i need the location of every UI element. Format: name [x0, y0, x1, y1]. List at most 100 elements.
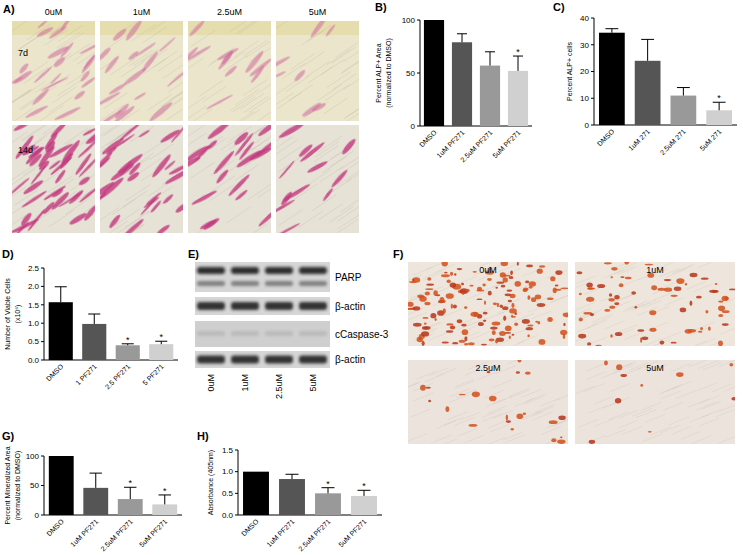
fiber: [464, 435, 484, 443]
alp-stain: [278, 160, 295, 179]
mineral-stain: [511, 303, 514, 308]
fiber: [336, 41, 359, 57]
mineral-stain: [408, 308, 414, 310]
fiber: [701, 409, 721, 417]
micrograph: [276, 125, 359, 233]
alp-stain: [276, 222, 300, 233]
micrograph-background: [276, 125, 359, 233]
mineral-stain: [690, 273, 698, 277]
fiber: [227, 207, 251, 223]
bar: [635, 61, 661, 125]
alp-stain: [59, 41, 75, 58]
alp-stain: [188, 21, 206, 37]
significance: *: [126, 335, 130, 345]
image-label: 5uM: [646, 363, 664, 373]
alp-stain: [37, 21, 48, 29]
fiber: [143, 27, 167, 43]
alp-stain: [276, 199, 296, 217]
fiber: [716, 409, 735, 417]
mineral-stain: [450, 282, 457, 287]
fiber: [276, 21, 289, 36]
mineral-stain: [657, 288, 665, 291]
y-tick-label: 100: [402, 16, 416, 25]
x-tick-label: 2.5uM PF271: [99, 518, 134, 553]
panel-label: H): [197, 430, 209, 442]
mineral-stain: [547, 297, 554, 300]
fiber: [428, 332, 448, 340]
alp-stain: [164, 160, 176, 171]
panel-label: C): [553, 1, 565, 13]
mineral-stain: [640, 384, 643, 387]
bar: [152, 504, 177, 515]
fiber: [654, 292, 674, 300]
fiber: [277, 93, 301, 109]
mineral-stain: [516, 413, 523, 419]
error-bar: [605, 29, 618, 33]
mineral-stain: [523, 413, 526, 415]
error-bar: [124, 487, 136, 499]
blot-band: [197, 356, 225, 364]
mineral-stain: [670, 342, 676, 344]
mineral-stain: [476, 298, 482, 300]
blot-band: [231, 356, 259, 364]
fiber: [617, 267, 637, 275]
mineral-stain: [718, 306, 725, 312]
fiber: [57, 80, 81, 96]
fiber: [255, 79, 271, 95]
fiber: [443, 309, 463, 317]
fiber: [424, 374, 444, 382]
fiber: [672, 381, 692, 389]
fiber: [692, 436, 712, 444]
alp-stain: [103, 54, 120, 74]
fiber: [501, 299, 521, 307]
fiber: [188, 125, 208, 139]
mineral-stain: [595, 345, 601, 346]
micrograph-tint: [12, 21, 95, 35]
mineral-stain: [440, 297, 445, 303]
bar: [351, 496, 377, 515]
fiber: [584, 384, 604, 392]
mineral-stain: [493, 302, 497, 305]
blot-band: [265, 267, 293, 274]
stain-image: [575, 262, 735, 346]
mineral-stain: [423, 327, 428, 329]
fiber: [507, 360, 527, 364]
x-tick-label: 1uM PF271: [69, 518, 100, 549]
y-tick-label: 10: [580, 94, 589, 103]
mineral-stain: [474, 312, 477, 317]
fiber: [672, 265, 692, 273]
y-tick-label: 0: [35, 511, 40, 520]
mineral-stain: [676, 372, 683, 377]
alp-stain: [141, 50, 160, 73]
fiber: [342, 57, 359, 73]
y-tick-label: 0.5: [222, 489, 234, 498]
fiber: [703, 362, 723, 370]
fiber: [719, 327, 735, 335]
mineral-stain: [457, 319, 463, 323]
mineral-stain: [466, 289, 470, 292]
fiber: [257, 182, 271, 198]
mineral-stain: [502, 306, 508, 310]
mineral-stain: [649, 328, 656, 332]
y-axis-label: Percent ALP+ Area: [375, 43, 382, 102]
mineral-stain: [615, 398, 621, 403]
column-label: 2.5uM: [217, 7, 242, 17]
y-tick: [41, 485, 44, 486]
bar: [116, 345, 140, 360]
fiber: [112, 199, 136, 215]
fiber: [230, 95, 254, 111]
x-tick-label: 5 PF271: [141, 363, 165, 387]
fiber: [408, 274, 423, 282]
error-line: [490, 52, 491, 66]
fiber: [545, 421, 565, 429]
fiber: [423, 272, 443, 280]
error-line: [164, 495, 165, 504]
fiber: [276, 80, 297, 96]
fiber: [637, 307, 657, 315]
mineral-stain: [729, 363, 733, 367]
mineral-stain: [509, 276, 514, 279]
fiber: [345, 102, 359, 118]
fiber: [416, 371, 436, 379]
fiber: [449, 389, 469, 397]
alp-stain: [30, 165, 47, 186]
